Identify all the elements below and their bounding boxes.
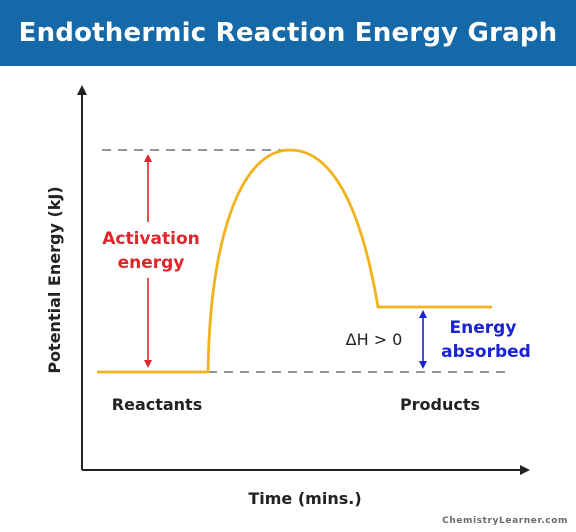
page-title: Endothermic Reaction Energy Graph — [18, 18, 558, 48]
y-axis-label: Potential Energy (kJ) — [45, 186, 64, 373]
title-bar: Endothermic Reaction Energy Graph — [0, 0, 576, 66]
delta-h-label: ΔH > 0 — [346, 330, 403, 349]
energy-absorbed-line1: Energy — [450, 318, 517, 338]
activation-label-line2: energy — [118, 253, 185, 273]
x-axis-label: Time (mins.) — [248, 489, 361, 508]
energy-absorbed-line2: absorbed — [441, 342, 531, 362]
activation-label-line1: Activation — [102, 229, 199, 249]
reactants-label: Reactants — [112, 395, 202, 414]
activation-label-bg — [96, 222, 208, 278]
products-label: Products — [400, 395, 480, 414]
energy-curve — [97, 148, 492, 374]
watermark: ChemistryLearner.com — [442, 516, 568, 526]
